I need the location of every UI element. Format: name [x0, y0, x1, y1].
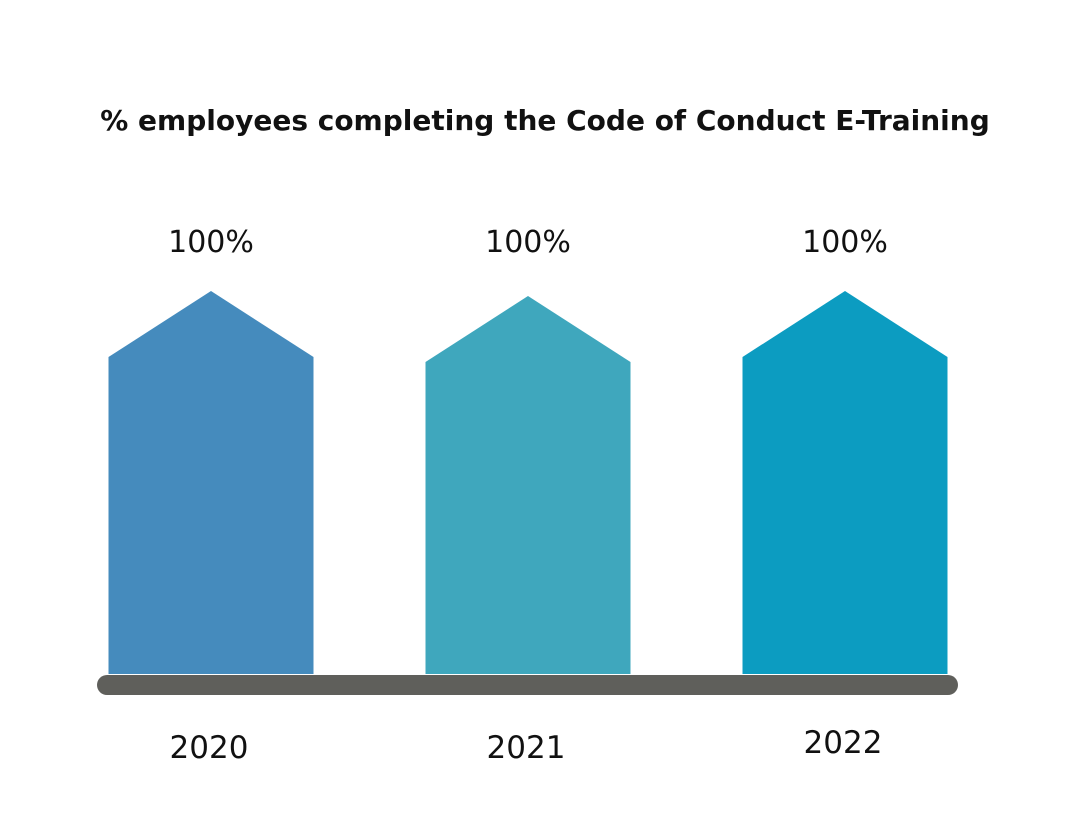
- value-label-2021: 100%: [485, 225, 571, 260]
- bar-2020: [108, 291, 314, 674]
- value-label-2020: 100%: [168, 225, 254, 260]
- value-label-2022: 100%: [802, 225, 888, 260]
- chart-title: % employees completing the Code of Condu…: [100, 104, 990, 137]
- category-label-2022: 2022: [804, 725, 883, 761]
- bar-2022: [742, 291, 948, 674]
- category-label-2020: 2020: [170, 730, 249, 766]
- category-label-2021: 2021: [487, 730, 566, 766]
- bar-2021: [425, 296, 631, 674]
